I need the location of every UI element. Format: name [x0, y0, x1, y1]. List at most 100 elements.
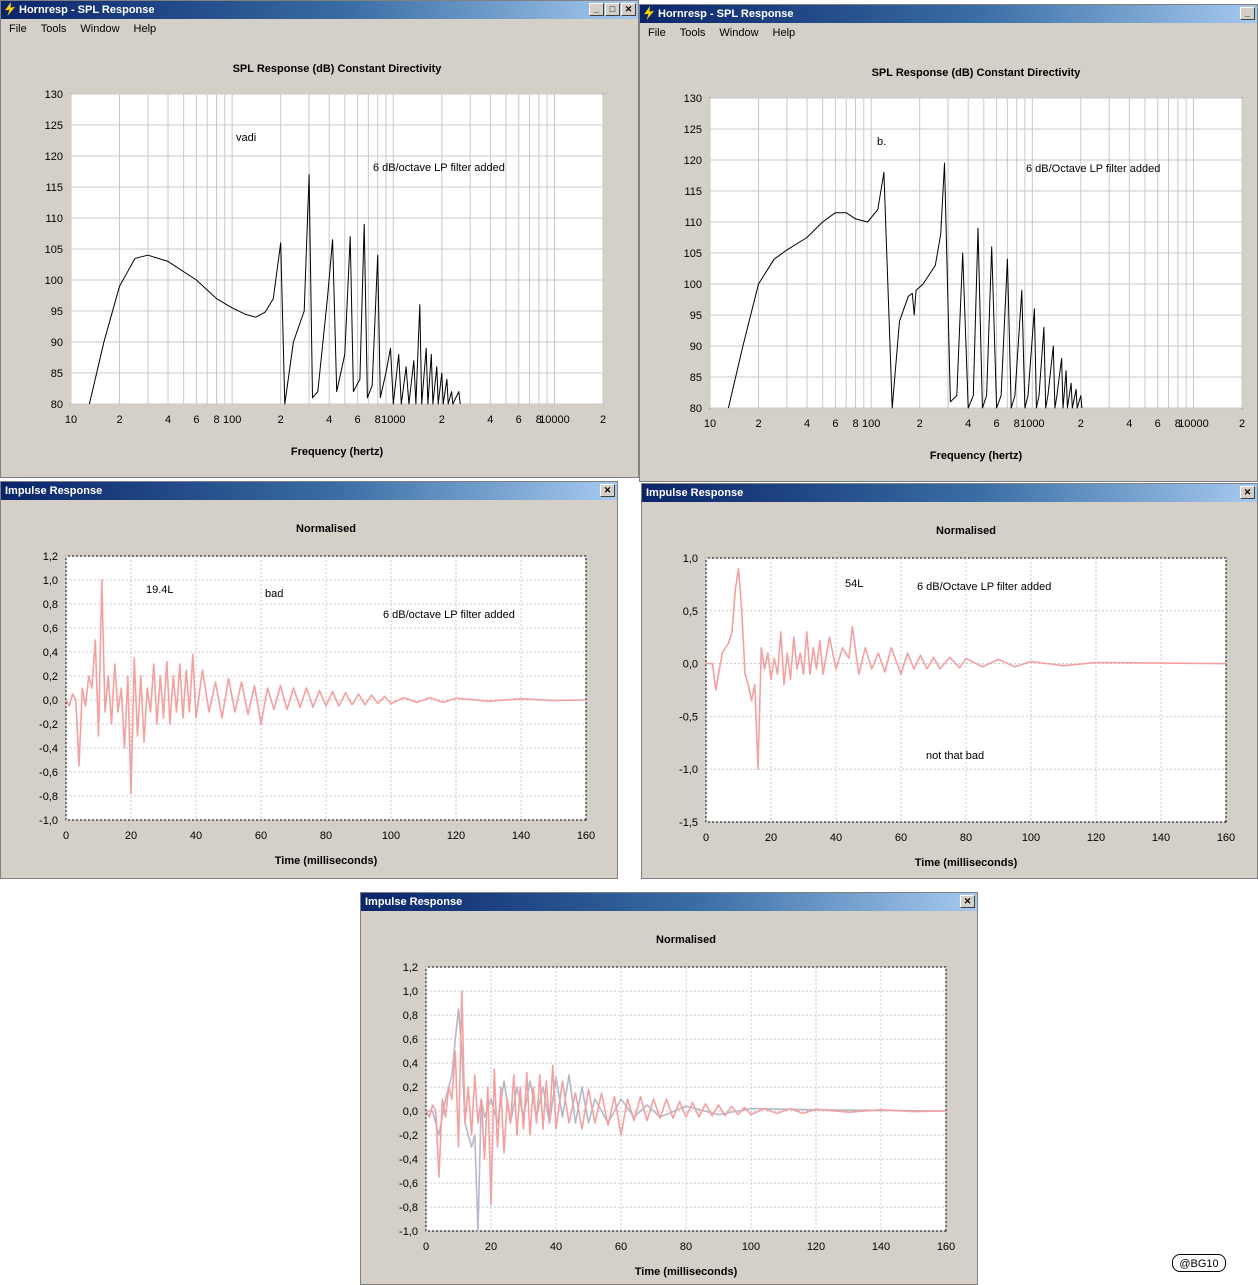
- menu-file[interactable]: File: [9, 23, 27, 35]
- x-tick-label: 0: [703, 832, 709, 844]
- annotation: 6 dB/Octave LP filter added: [1026, 163, 1160, 175]
- x-tick-label: 60: [255, 830, 267, 842]
- x-tick-label: 160: [577, 830, 595, 842]
- x-tick-label: 100: [223, 414, 241, 426]
- y-tick-label: -0,2: [399, 1130, 418, 1142]
- minimize-button[interactable]: _: [1240, 7, 1255, 20]
- chart-title: SPL Response (dB) Constant Directivity: [872, 67, 1082, 79]
- y-tick-label: 85: [690, 372, 702, 384]
- close-button[interactable]: ✕: [960, 895, 975, 908]
- window-title: Hornresp - SPL Response: [658, 8, 794, 20]
- x-tick-label: 20: [765, 832, 777, 844]
- close-button[interactable]: ✕: [621, 3, 636, 16]
- x-tick-label: 4: [326, 414, 332, 426]
- y-tick-label: -1,0: [679, 764, 698, 776]
- y-tick-label: 115: [45, 182, 63, 194]
- title-bar[interactable]: Impulse Response ✕: [642, 484, 1257, 502]
- y-tick-label: 0,5: [683, 606, 698, 618]
- hornresp-lightning-icon: [644, 6, 654, 20]
- impulse-chart: Normalised 0 20 40 60 80 100 120 140 160 1,0 0,5 0,0…: [679, 525, 1235, 869]
- series-line-1: [425, 990, 947, 1206]
- impulse-chart: Normalised 0 20 40 60 80 100 120 140 160 1,2 1,0 0,8…: [39, 523, 595, 867]
- y-tick-label: 1,0: [43, 575, 58, 587]
- x-tick-label: 40: [830, 832, 842, 844]
- y-tick-label: -1,0: [39, 815, 58, 827]
- x-tick-label: 100: [862, 418, 880, 430]
- x-tick-label: 4: [804, 418, 810, 430]
- y-tick-label: 0,8: [43, 599, 58, 611]
- minimize-button[interactable]: _: [589, 3, 604, 16]
- chart-title: Normalised: [296, 523, 356, 535]
- y-tick-label: 0,2: [403, 1082, 418, 1094]
- menu-help[interactable]: Help: [133, 23, 157, 35]
- close-button[interactable]: ✕: [600, 484, 615, 497]
- x-axis-label: Frequency (hertz): [291, 446, 384, 458]
- x-tick-label: 2: [1078, 418, 1084, 430]
- y-tick-label: -0,4: [399, 1154, 418, 1166]
- x-tick-label: 120: [447, 830, 465, 842]
- x-tick-label: 8: [536, 414, 542, 426]
- window-title: Impulse Response: [365, 896, 463, 908]
- x-tick-label: 80: [960, 832, 972, 844]
- y-tick-label: -0,5: [679, 711, 698, 723]
- x-tick-label: 6: [1155, 418, 1161, 430]
- maximize-button[interactable]: □: [605, 3, 620, 16]
- series-line-0: [88, 174, 461, 405]
- impulse-window-right: Impulse Response ✕ Normalised 0 20 40 60 80 10…: [641, 483, 1258, 879]
- y-tick-label: 125: [684, 124, 702, 136]
- y-tick-label: -1,5: [679, 817, 698, 829]
- impulse-window-overlay: Impulse Response ✕ Normalised 0 20 40 60 80 10…: [360, 892, 978, 1285]
- close-button[interactable]: ✕: [1240, 486, 1255, 499]
- x-tick-label: 4: [487, 414, 493, 426]
- menu-help[interactable]: Help: [772, 27, 796, 39]
- x-tick-label: 10: [704, 418, 716, 430]
- x-tick-label: 8: [213, 414, 219, 426]
- annotation: 6 dB/Octave LP filter added: [917, 581, 1051, 593]
- x-tick-label: 140: [872, 1241, 890, 1253]
- x-tick-label: 8: [1014, 418, 1020, 430]
- y-tick-label: 100: [684, 279, 702, 291]
- y-tick-label: 1,0: [683, 553, 698, 565]
- x-tick-label: 6: [355, 414, 361, 426]
- x-axis-label: Time (milliseconds): [915, 857, 1018, 869]
- x-tick-label: 100: [742, 1241, 760, 1253]
- x-tick-label: 1000: [381, 414, 405, 426]
- menu-window[interactable]: Window: [80, 23, 120, 35]
- y-tick-label: -0,4: [39, 743, 58, 755]
- annotation: b.: [877, 136, 886, 148]
- y-tick-label: 0,0: [43, 695, 58, 707]
- x-tick-label: 140: [512, 830, 530, 842]
- x-tick-label: 2: [116, 414, 122, 426]
- x-tick-label: 160: [937, 1241, 955, 1253]
- menu-bar: File Tools Window Help: [640, 24, 1257, 42]
- x-tick-label: 0: [423, 1241, 429, 1253]
- y-tick-label: -0,8: [39, 791, 58, 803]
- x-tick-label: 40: [550, 1241, 562, 1253]
- title-bar[interactable]: Hornresp - SPL Response _: [640, 5, 1257, 23]
- x-tick-label: 2: [755, 418, 761, 430]
- annotation: vadi: [236, 132, 256, 144]
- chart-title: Normalised: [936, 525, 996, 537]
- y-tick-label: 80: [690, 403, 702, 415]
- title-bar[interactable]: Hornresp - SPL Response _ □ ✕: [1, 1, 638, 19]
- y-tick-label: -0,2: [39, 719, 58, 731]
- y-tick-label: 95: [690, 310, 702, 322]
- title-bar[interactable]: Impulse Response ✕: [361, 893, 977, 911]
- y-tick-label: 90: [690, 341, 702, 353]
- menu-tools[interactable]: Tools: [40, 23, 67, 35]
- title-bar[interactable]: Impulse Response ✕: [1, 482, 617, 500]
- y-tick-label: 120: [45, 151, 63, 163]
- y-tick-label: 115: [684, 186, 702, 198]
- watermark: @BG10: [1172, 1254, 1226, 1272]
- window-title: Impulse Response: [5, 485, 103, 497]
- menu-tools[interactable]: Tools: [679, 27, 706, 39]
- menu-window[interactable]: Window: [719, 27, 759, 39]
- x-tick-label: 2: [600, 414, 606, 426]
- menu-file[interactable]: File: [648, 27, 666, 39]
- x-tick-label: 60: [895, 832, 907, 844]
- y-tick-label: 0,6: [403, 1034, 418, 1046]
- x-tick-label: 2: [439, 414, 445, 426]
- y-tick-label: -0,6: [39, 767, 58, 779]
- y-tick-label: 0,8: [403, 1010, 418, 1022]
- x-tick-label: 120: [1087, 832, 1105, 844]
